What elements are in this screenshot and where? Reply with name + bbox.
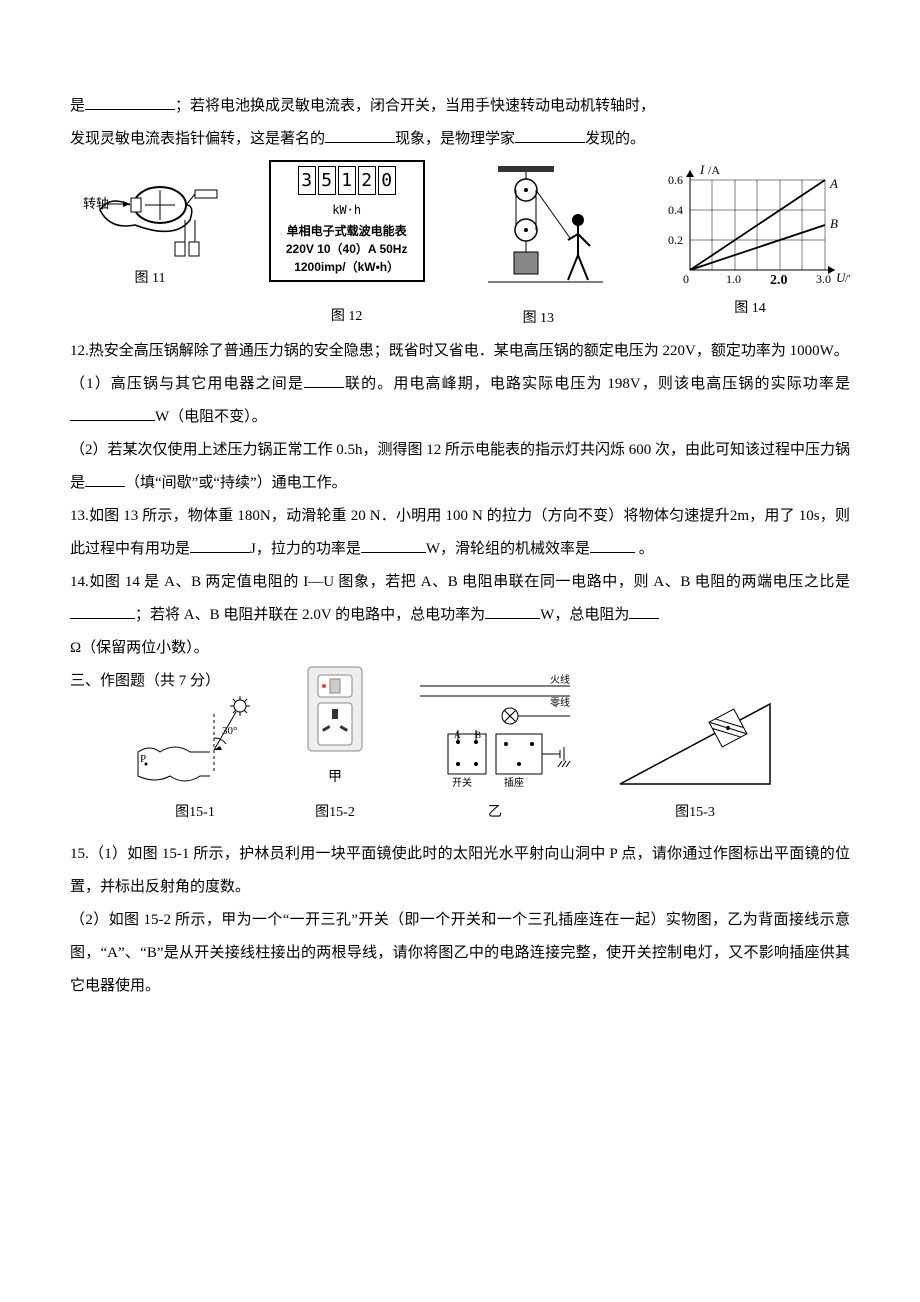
meter-line4: 1200imp/（kW•h）: [277, 258, 417, 276]
q12-blank1: [304, 373, 344, 388]
svg-text:B: B: [830, 216, 838, 231]
digit-2: 1: [338, 166, 356, 195]
digit-3: 2: [358, 166, 376, 195]
svg-text:/A: /A: [708, 163, 720, 177]
question-15-2: （2）如图 15-2 所示，甲为一个“一开三孔”开关（即一个开关和一个三孔插座连…: [70, 904, 850, 1003]
q13-blank2: [361, 538, 426, 553]
q14-a: 14.如图 14 是 A、B 两定值电阻的 I—U 图象，若把 A、B 电阻串联…: [70, 574, 850, 590]
intro-text-2b: 现象，是物理学家: [395, 131, 515, 147]
figure-13: 图 13: [463, 160, 613, 335]
svg-text:插座: 插座: [504, 776, 524, 789]
fig12-label: 图 12: [331, 302, 363, 333]
q12-1b: 联的。用电高峰期，电路实际电压为 198V，则该电高压锅的实际功率是: [344, 376, 850, 392]
q14-c: W，总电阻为: [540, 607, 629, 623]
question-12: 12.热安全高压锅解除了普通压力锅的安全隐患；既省时又省电．某电高压锅的额定电压…: [70, 335, 850, 368]
svg-text:零线: 零线: [550, 696, 570, 709]
intro-text-1b: ；若将电池换成灵敏电流表，闭合开关，当用手快速转动电动机转轴时，: [175, 98, 655, 114]
question-15-1: 15.（1）如图 15-1 所示，护林员利用一块平面镜使此时的太阳光水平射向山洞…: [70, 838, 850, 904]
svg-text:0.4: 0.4: [668, 203, 683, 217]
q14-blank3: [629, 604, 659, 619]
fig151-label: 图15-1: [175, 798, 215, 829]
q15-p1: 15.（1）如图 15-1 所示，护林员利用一块平面镜使此时的太阳光水平射向山洞…: [70, 846, 850, 895]
svg-text:P: P: [140, 753, 146, 765]
meter-digits: 35120 kW·h: [277, 166, 417, 222]
svg-text:开关: 开关: [452, 776, 472, 789]
figure-15-1: 30° P 图15-1: [130, 694, 260, 829]
fig152-label: 图15-2: [315, 798, 355, 829]
svg-text:30°: 30°: [222, 725, 237, 737]
figure-14: I/A A B 0.6 0.4 0.2 0 1.0 2.0 3.0 U/V 图 …: [650, 160, 850, 325]
figure-15-2-yi: 火线 零线 A B 开关 插座: [410, 674, 580, 829]
q12-2b: （填“间歇”或“持续”）通电工作。: [125, 475, 347, 491]
blank-intro-3: [515, 129, 585, 144]
digit-0: 3: [298, 166, 316, 195]
figure-15-2-jia: 甲 图15-2: [290, 659, 380, 829]
q13-b: J，拉力的功率是: [250, 541, 361, 557]
fig13-label: 图 13: [523, 304, 555, 335]
blank-intro-1: [85, 96, 175, 111]
q13-blank3: [590, 538, 635, 553]
fig14-label: 图 14: [734, 294, 766, 325]
q12-blank2: [70, 406, 155, 421]
q12-blank3: [85, 472, 125, 487]
q14-d: Ω（保留两位小数）。: [70, 640, 209, 656]
intro-paragraph: 是 ；若将电池换成灵敏电流表，闭合开关，当用手快速转动电动机转轴时， 发现灵敏电流…: [70, 90, 850, 156]
svg-text:A: A: [829, 176, 838, 191]
q12-1a: （1）高压锅与其它用电器之间是: [70, 376, 304, 392]
svg-text:1.0: 1.0: [726, 272, 741, 286]
svg-text:火线: 火线: [550, 674, 570, 686]
mirror-svg: 30° P: [130, 694, 260, 794]
fig153-label: 图15-3: [675, 798, 715, 829]
socket-front-svg: [300, 659, 370, 759]
svg-text:I: I: [699, 162, 705, 177]
svg-text:/V: /V: [845, 273, 850, 285]
question-12-2: （2）若某次仅使用上述压力锅正常工作 0.5h，测得图 12 所示电能表的指示灯…: [70, 434, 850, 500]
svg-text:0: 0: [683, 272, 689, 286]
figure-row-11-14: 转轴 图 11 35120 kW·h 单相电子式载波电能表 220V 10（40…: [70, 160, 850, 335]
q14-blank2: [485, 604, 540, 619]
circuit-back-svg: 火线 零线 A B 开关 插座: [410, 674, 580, 794]
digit-1: 5: [318, 166, 336, 195]
iv-graph-svg: I/A A B 0.6 0.4 0.2 0 1.0 2.0 3.0 U/V: [650, 160, 850, 290]
q12-1c: W（电阻不变）。: [155, 409, 267, 425]
q15-p2: （2）如图 15-2 所示，甲为一个“一开三孔”开关（即一个开关和一个三孔插座连…: [70, 912, 850, 994]
intro-text-1a: 是: [70, 98, 85, 114]
svg-text:2.0: 2.0: [770, 273, 788, 288]
intro-text-2a: 发现灵敏电流表指针偏转，这是著名的: [70, 131, 325, 147]
question-12-1: （1）高压锅与其它用电器之间是 联的。用电高峰期，电路实际电压为 198V，则该电…: [70, 368, 850, 434]
svg-text:0.2: 0.2: [668, 233, 683, 247]
q13-blank1: [190, 538, 250, 553]
motor-circuit-svg: 转轴: [75, 160, 225, 260]
figure-11: 转轴 图 11: [70, 160, 230, 295]
fig152-jia-label: 甲: [328, 763, 342, 794]
svg-text:3.0: 3.0: [816, 272, 831, 286]
q13-c: W，滑轮组的机械效率是: [426, 541, 590, 557]
q14-b: ；若将 A、B 电阻并联在 2.0V 的电路中，总电功率为: [135, 607, 485, 623]
section3-row: 三、作图题（共 7 分） 30° P: [70, 659, 850, 829]
energy-meter: 35120 kW·h 单相电子式载波电能表 220V 10（40）A 50Hz …: [269, 160, 425, 282]
fig152-yi-label: 乙: [488, 798, 502, 829]
incline-svg: [610, 684, 780, 794]
blank-intro-2: [325, 129, 395, 144]
meter-line2: 单相电子式载波电能表: [277, 222, 417, 240]
svg-text:0.6: 0.6: [668, 173, 683, 187]
digit-4: 0: [378, 166, 396, 195]
q13-d: 。: [635, 541, 654, 557]
figure-15-3: 图15-3: [610, 684, 780, 829]
pulley-svg: [468, 160, 608, 300]
q14-blank1: [70, 604, 135, 619]
figure-12: 35120 kW·h 单相电子式载波电能表 220V 10（40）A 50Hz …: [267, 160, 427, 333]
meter-unit: kW·h: [332, 201, 361, 219]
meter-line3: 220V 10（40）A 50Hz: [277, 240, 417, 258]
fig11-label: 图 11: [135, 264, 166, 295]
question-14: 14.如图 14 是 A、B 两定值电阻的 I—U 图象，若把 A、B 电阻串联…: [70, 566, 850, 665]
intro-text-2c: 发现的。: [585, 131, 645, 147]
q12-stem: 12.热安全高压锅解除了普通压力锅的安全隐患；既省时又省电．某电高压锅的额定电压…: [70, 343, 849, 359]
question-13: 13.如图 13 所示，物体重 180N，动滑轮重 20 N．小明用 100 N…: [70, 500, 850, 566]
